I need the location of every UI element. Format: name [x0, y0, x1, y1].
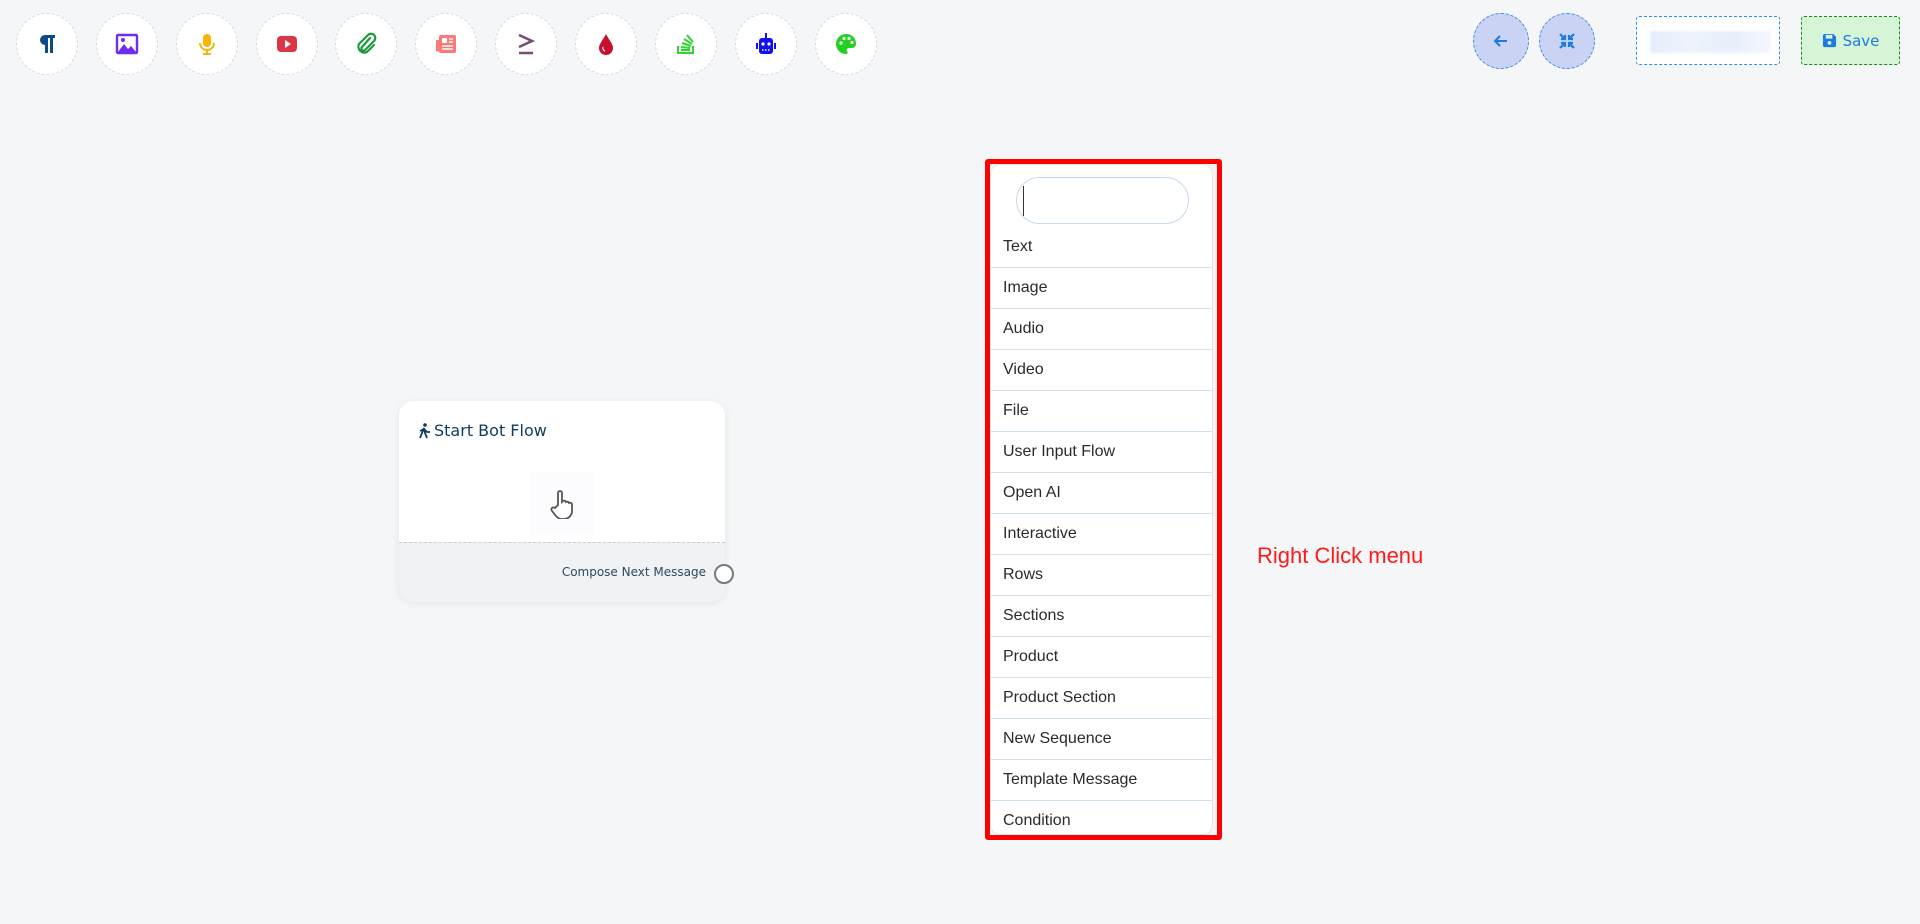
greater-equal-icon	[518, 33, 536, 55]
add-condition-button[interactable]	[495, 13, 557, 75]
paragraph-icon	[40, 35, 55, 53]
droplet-icon	[599, 34, 613, 55]
add-image-button[interactable]	[96, 13, 158, 75]
floppy-disk-icon	[1822, 33, 1836, 48]
youtube-icon	[277, 36, 297, 52]
menu-search[interactable]	[1016, 177, 1189, 224]
menu-item-sections[interactable]: Sections	[991, 596, 1212, 637]
add-theme-button[interactable]	[815, 13, 877, 75]
menu-item-video[interactable]: Video	[991, 350, 1212, 391]
compress-button[interactable]	[1539, 13, 1595, 69]
arrow-left-icon	[1493, 35, 1507, 47]
palette-icon	[836, 34, 856, 54]
menu-item-audio[interactable]: Audio	[991, 309, 1212, 350]
back-button[interactable]	[1473, 13, 1529, 69]
output-port[interactable]	[714, 564, 734, 584]
menu-item-new-sequence[interactable]: New Sequence	[991, 719, 1212, 760]
compress-icon	[1559, 33, 1575, 49]
menu-item-product[interactable]: Product	[991, 637, 1212, 678]
menu-item-file[interactable]: File	[991, 391, 1212, 432]
node-title-text: Start Bot Flow	[434, 421, 547, 440]
add-text-button[interactable]	[16, 13, 78, 75]
menu-item-open-ai[interactable]: Open AI	[991, 473, 1212, 514]
right-click-menu: Text Image Audio Video File User Input F…	[990, 164, 1213, 835]
save-label: Save	[1842, 31, 1880, 50]
menu-item-rows[interactable]: Rows	[991, 555, 1212, 596]
menu-search-input[interactable]	[1017, 178, 1188, 223]
image-icon	[115, 33, 139, 55]
add-video-button[interactable]	[256, 13, 318, 75]
blurred-content	[1650, 31, 1771, 53]
stack-overflow-icon	[677, 34, 694, 54]
menu-item-text[interactable]: Text	[991, 227, 1212, 268]
start-bot-flow-node[interactable]: Start Bot Flow Compose Next Message	[399, 401, 734, 602]
paperclip-icon	[357, 32, 377, 54]
add-stack-button[interactable]	[655, 13, 717, 75]
add-bot-button[interactable]	[735, 13, 797, 75]
menu-item-user-input-flow[interactable]: User Input Flow	[991, 432, 1212, 473]
annotation-outline	[985, 159, 1222, 840]
node-title: Start Bot Flow	[417, 421, 547, 440]
save-button[interactable]: Save	[1801, 16, 1900, 65]
microphone-icon	[199, 34, 215, 55]
add-audio-button[interactable]	[176, 13, 238, 75]
flow-name-field[interactable]	[1636, 16, 1780, 65]
compose-next-message-label: Compose Next Message	[561, 565, 706, 579]
add-file-button[interactable]	[335, 13, 397, 75]
walking-person-icon	[419, 422, 430, 438]
add-news-button[interactable]	[415, 13, 477, 75]
annotation-label: Right Click menu	[1257, 543, 1424, 568]
add-drop-button[interactable]	[575, 13, 637, 75]
menu-item-product-section[interactable]: Product Section	[991, 678, 1212, 719]
newspaper-icon	[436, 35, 456, 53]
node-footer: Compose Next Message	[399, 542, 734, 602]
text-caret	[1023, 186, 1024, 216]
robot-icon	[756, 33, 776, 54]
hand-pointer-icon	[530, 472, 593, 535]
menu-item-interactive[interactable]: Interactive	[991, 514, 1212, 555]
menu-list: Text Image Audio Video File User Input F…	[991, 227, 1212, 834]
menu-item-condition[interactable]: Condition	[1003, 812, 1071, 829]
menu-item-template-message[interactable]: Template Message	[991, 760, 1212, 801]
menu-item-image[interactable]: Image	[991, 268, 1212, 309]
